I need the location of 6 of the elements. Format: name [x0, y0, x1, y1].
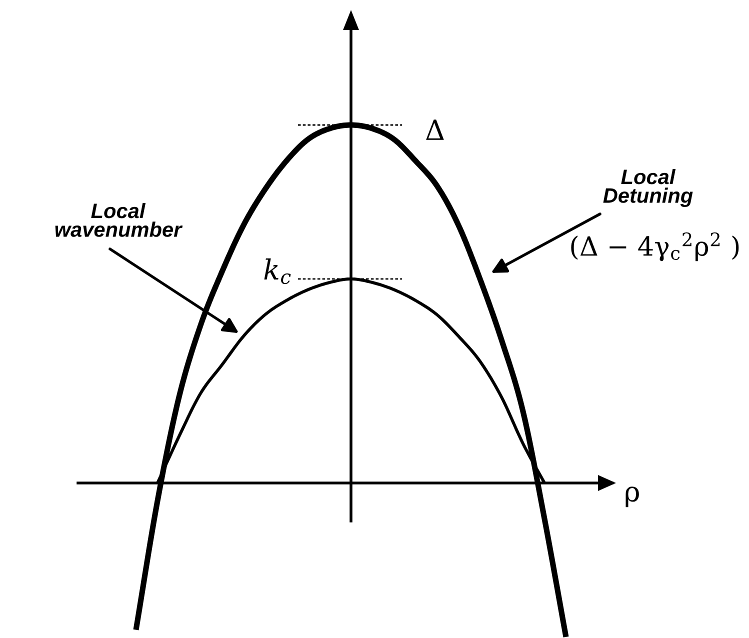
text: Local wavenumber — [55, 202, 183, 237]
annotation: Δ — [426, 120, 444, 140]
text: Local Detuning — [603, 168, 693, 208]
annotation: (Δ − 4γ$_{c}$$^{2}$ρ$^{2}$ ) — [571, 232, 739, 262]
annotation: k$_{c}$ — [264, 258, 291, 284]
x-axis-title: ρ — [626, 486, 639, 508]
